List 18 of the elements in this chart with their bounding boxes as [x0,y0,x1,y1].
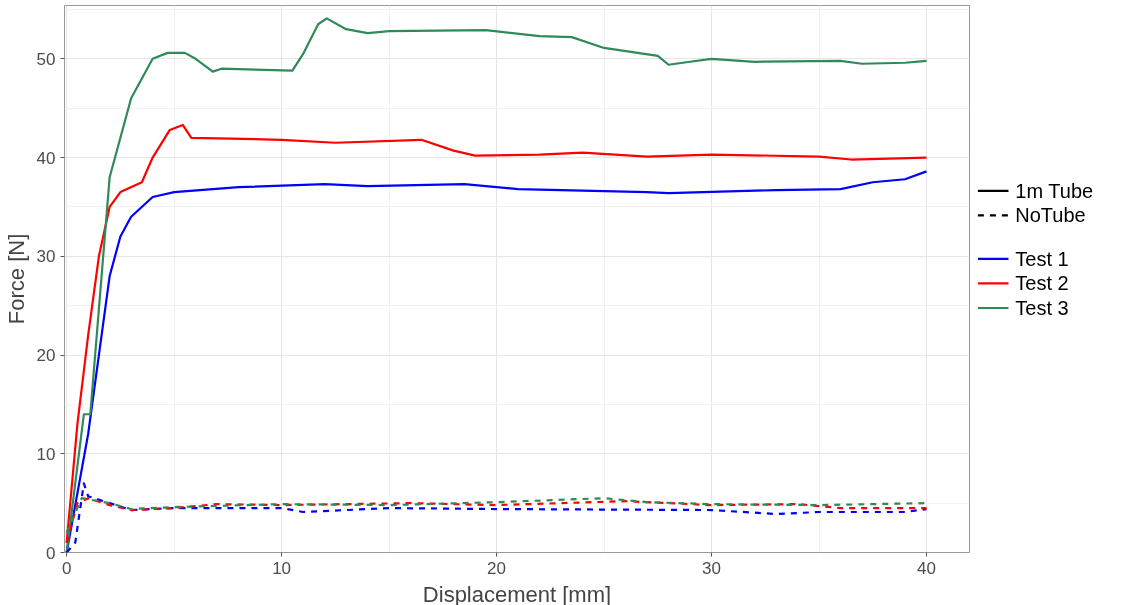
x-tick-label: 40 [917,558,936,578]
y-tick-label: 50 [36,49,56,69]
legend-label: Test 1 [1015,247,1069,270]
line-series [65,17,928,553]
y-tick-label: 0 [46,543,56,563]
legend-label: Test 3 [1015,296,1069,319]
y-tick-label: 20 [36,346,56,366]
y-tick-label: 30 [36,247,56,267]
x-tick-label: 20 [487,558,507,578]
x-tick-label: 10 [272,558,292,578]
y-axis-title: Force [N] [3,233,29,325]
x-tick-label: 0 [61,558,72,578]
y-tick-label: 10 [36,444,56,464]
text: NoTube [1015,204,1086,227]
text: 1m Tube [1015,179,1094,202]
legend-label: Test 2 [1015,272,1069,295]
x-tick-label: 30 [702,558,722,578]
y-tick-label: 40 [36,148,56,168]
